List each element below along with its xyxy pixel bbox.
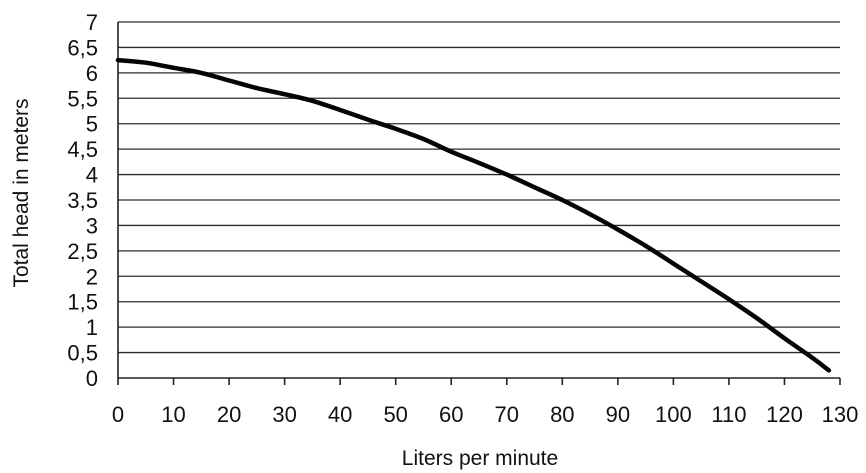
y-tick-label: 2,5 <box>67 239 98 264</box>
y-tick-label: 5 <box>86 112 98 137</box>
y-tick-label: 3 <box>86 213 98 238</box>
x-tick-label: 90 <box>606 402 630 427</box>
y-tick-label: 6,5 <box>67 35 98 60</box>
y-tick-label: 1 <box>86 315 98 340</box>
x-tick-labels: 0 10 20 30 40 50 60 70 80 90 100 110 120 130 <box>112 402 858 427</box>
y-tick-labels: 00,511,522,533,544,555,566,57 <box>67 10 98 391</box>
series-layer <box>115 57 832 373</box>
y-axis-label: Total head in meters <box>10 98 33 287</box>
x-tick-label: 20 <box>217 402 241 427</box>
y-tick-label: 2 <box>86 264 98 289</box>
x-tick-label: 10 <box>161 402 185 427</box>
x-tick-label: 110 <box>711 402 746 427</box>
y-tick-label: 5,5 <box>67 86 98 111</box>
x-tick-label: 80 <box>550 402 574 427</box>
axes <box>117 22 841 385</box>
x-tick-label: 40 <box>328 402 352 427</box>
series-line <box>115 57 832 373</box>
y-tick-label: 6 <box>86 61 98 86</box>
x-tick-label: 60 <box>439 402 463 427</box>
y-tick-label: 4,5 <box>67 137 98 162</box>
x-axis-label: Liters per minute <box>402 447 558 470</box>
x-tick-label: 120 <box>766 402 803 427</box>
y-tick-label: 3,5 <box>67 188 98 213</box>
x-tick-label: 0 <box>112 402 124 427</box>
x-tick-label: 50 <box>383 402 407 427</box>
x-tick-label: 100 <box>655 402 692 427</box>
x-tick-label: 70 <box>495 402 519 427</box>
y-tick-label: 1,5 <box>67 290 98 315</box>
x-tick-label: 130 <box>822 402 859 427</box>
y-tick-label: 0,5 <box>67 341 98 366</box>
grid <box>118 21 840 354</box>
y-tick-label: 7 <box>86 10 98 35</box>
y-tick-label: 0 <box>86 366 98 391</box>
x-tick-label: 30 <box>272 402 296 427</box>
y-tick-label: 4 <box>86 163 98 188</box>
